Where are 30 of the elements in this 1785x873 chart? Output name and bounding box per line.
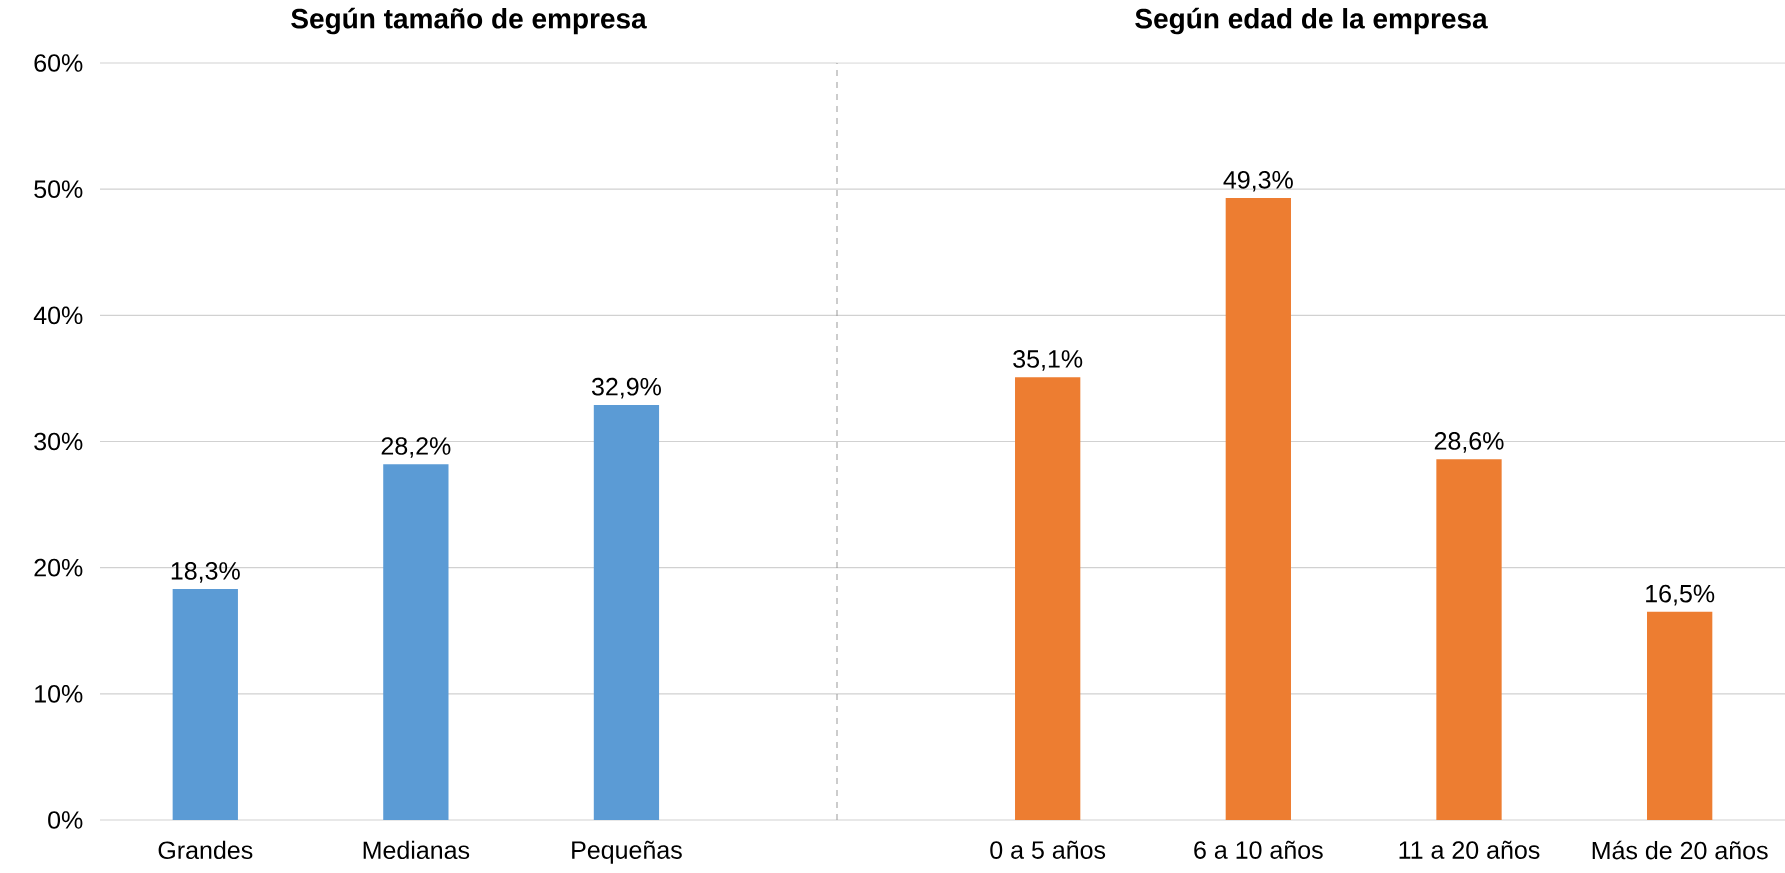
data-label: 32,9% [591,377,661,399]
bar [1225,197,1291,820]
y-tick-label: 0% [48,811,83,829]
data-label: 49,3% [1223,170,1293,192]
bar [172,589,238,820]
x-tick-label: Grandes [158,840,253,860]
y-tick-label: 30% [34,432,83,451]
x-tick-label: 0 a 5 años [990,840,1106,859]
x-tick-label: 6 a 10 años [1194,840,1323,859]
bar [1647,611,1713,820]
chart-title: Según edad de la empresa [1135,7,1488,35]
data-label: 16,5% [1646,584,1715,606]
bar [383,464,449,820]
y-tick-label: 20% [34,558,83,577]
x-tick-label: Pequeñas [572,840,682,864]
data-label: 28,2% [381,437,451,458]
data-label: 35,1% [1013,350,1083,371]
bar [1015,377,1081,820]
y-tick-label: 60% [34,54,83,72]
data-label: 28,6% [1434,432,1504,453]
data-label: 18,3% [171,562,240,583]
x-tick-label: 11 a 20 años [1399,840,1540,859]
bar [1436,459,1502,820]
y-tick-label: 10% [35,684,83,703]
y-tick-label: 40% [33,306,83,325]
bar [593,404,660,820]
chart-title: Según tamaño de empresa [291,7,647,35]
x-tick-label: Más de 20 años [1592,840,1768,860]
y-tick-label: 50% [34,180,83,199]
x-tick-label: Medianas [363,840,470,860]
